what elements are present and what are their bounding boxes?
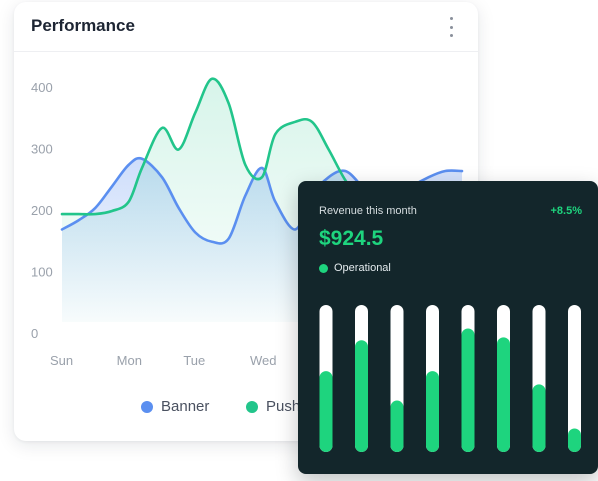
status-indicator: Operational [319, 262, 391, 274]
revenue-change-badge: +8.5% [550, 205, 583, 217]
x-tick-label: Wed [250, 353, 277, 368]
bar-fill [568, 428, 581, 452]
legend-item-push[interactable]: Push [246, 398, 300, 415]
performance-title: Performance [31, 16, 135, 35]
legend-dot-push [246, 400, 258, 413]
more-vertical-icon[interactable] [444, 17, 458, 37]
revenue-card: Revenue this month +8.5% $924.5 Operatio… [298, 181, 598, 474]
bar-fill [532, 384, 546, 452]
bar-fill [497, 337, 510, 452]
status-text: Operational [334, 262, 391, 274]
revenue-bar-chart [319, 305, 581, 452]
legend-label-banner: Banner [161, 398, 210, 415]
bar-fill [319, 371, 333, 452]
legend-label-push: Push [266, 398, 301, 415]
performance-card-header: Performance [14, 2, 478, 52]
chart-legend: Banner Push [14, 398, 478, 422]
y-tick-label: 400 [31, 80, 53, 95]
revenue-label: Revenue this month [319, 205, 417, 217]
x-tick-label: Mon [117, 353, 142, 368]
y-tick-label: 0 [31, 326, 38, 341]
x-tick-label: Tue [183, 353, 205, 368]
revenue-value: $924.5 [319, 227, 384, 250]
y-tick-label: 300 [31, 142, 53, 157]
bar-fill [355, 340, 368, 452]
bar-fill [426, 371, 439, 452]
bar-fill [390, 400, 404, 452]
x-tick-label: Sun [50, 353, 73, 368]
bar-track [568, 305, 581, 452]
status-dot-icon [319, 263, 328, 273]
bar-fill [461, 328, 475, 452]
legend-item-banner[interactable]: Banner [141, 398, 209, 415]
y-tick-label: 200 [31, 203, 53, 218]
y-tick-label: 100 [31, 265, 53, 280]
legend-dot-banner [141, 400, 153, 413]
